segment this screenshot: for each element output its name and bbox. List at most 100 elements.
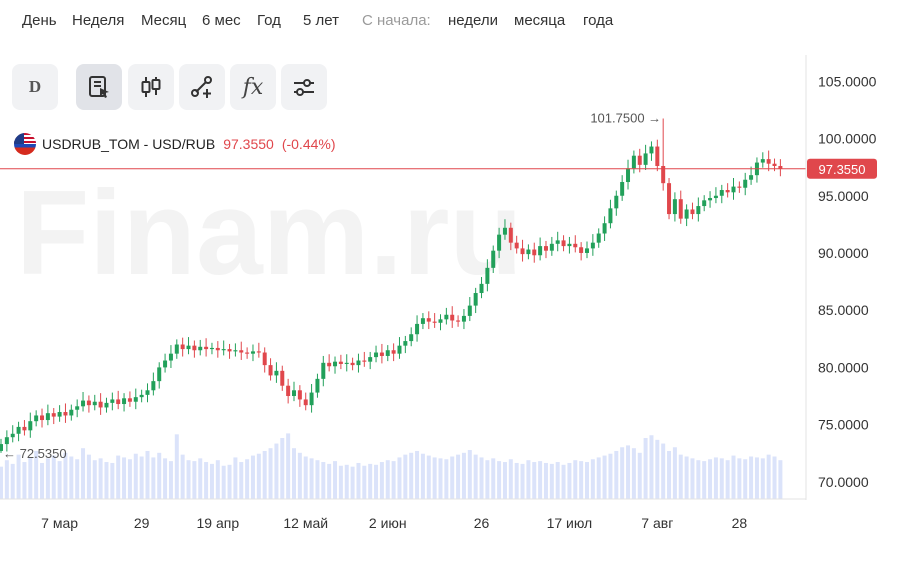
- candle: [702, 195, 707, 212]
- chart-type-button[interactable]: [128, 64, 174, 110]
- volume-bar: [104, 462, 109, 499]
- candle: [415, 315, 420, 342]
- candle-body: [567, 243, 572, 247]
- interval-button[interactable]: D: [12, 64, 58, 110]
- candle: [614, 190, 619, 216]
- volume-bar: [473, 454, 478, 499]
- candle-body: [4, 437, 9, 445]
- candle: [667, 178, 672, 220]
- candle: [292, 381, 296, 402]
- candle: [309, 383, 314, 413]
- candle: [514, 235, 519, 254]
- candle-body: [57, 412, 62, 417]
- candle: [491, 245, 496, 273]
- candle-body: [678, 199, 683, 219]
- volume-bar: [221, 465, 226, 499]
- candle-body: [391, 350, 396, 354]
- period-year[interactable]: Год: [257, 12, 281, 29]
- candle-body: [309, 392, 314, 406]
- candle-body: [473, 293, 478, 306]
- volume-bar: [262, 450, 267, 499]
- last-price-badge: 97.3550: [807, 158, 877, 179]
- volume-bar: [778, 460, 783, 499]
- since-month[interactable]: месяца: [514, 12, 566, 29]
- volume-bar: [286, 433, 291, 499]
- candle: [649, 141, 654, 161]
- candle-body: [327, 362, 332, 367]
- candle-body: [514, 242, 519, 249]
- period-6-months[interactable]: 6 мес: [202, 12, 241, 29]
- volume-bar: [98, 458, 103, 499]
- symbol-name[interactable]: USDRUB_TOM - USD/RUB: [42, 136, 216, 152]
- volume-bar: [626, 445, 631, 499]
- drawings-button[interactable]: [76, 64, 122, 110]
- volume-bar: [163, 458, 168, 499]
- period-week[interactable]: Неделя: [72, 12, 125, 29]
- candle: [450, 306, 455, 328]
- volume-bar: [34, 450, 39, 499]
- volume-bar: [555, 462, 560, 499]
- candle: [221, 340, 226, 356]
- volume-bar: [643, 438, 648, 499]
- price-tick-label: 75.0000: [818, 417, 869, 433]
- volume-bar: [333, 461, 338, 499]
- volume-bar: [579, 461, 584, 499]
- candle: [397, 337, 402, 359]
- candle-body: [479, 283, 484, 294]
- candle-body: [631, 155, 636, 169]
- candle-body: [262, 352, 267, 366]
- volume-bar: [28, 457, 33, 499]
- volume-bar: [315, 460, 320, 499]
- volume-bar: [772, 456, 777, 499]
- indicators-button[interactable]: fx: [230, 64, 276, 110]
- add-drawing-button[interactable]: [179, 64, 225, 110]
- candle: [338, 354, 343, 370]
- since-year[interactable]: года: [583, 12, 614, 29]
- candle-body: [626, 168, 631, 183]
- candle-body: [502, 227, 507, 235]
- volume-bar: [233, 457, 238, 499]
- candle: [438, 314, 443, 331]
- candle-body: [426, 318, 431, 322]
- candle: [81, 392, 86, 412]
- volume-bar: [69, 456, 74, 499]
- candle: [350, 357, 355, 371]
- candlestick-icon: [141, 77, 161, 97]
- candle-body: [725, 190, 730, 193]
- watermark: Finam.ru: [16, 166, 523, 300]
- time-tick-label: 29: [134, 515, 150, 531]
- candle: [754, 157, 759, 183]
- period-day[interactable]: День: [22, 12, 57, 29]
- settings-sliders-icon: [294, 79, 314, 96]
- volume-bar: [268, 448, 273, 499]
- volume-bar: [303, 456, 308, 499]
- volume-bar: [702, 461, 707, 499]
- candle: [51, 408, 56, 425]
- volume-bar: [543, 462, 548, 499]
- period-5-years[interactable]: 5 лет: [303, 12, 339, 29]
- candle-body: [708, 198, 713, 201]
- candle-body: [215, 347, 220, 351]
- candle-body: [485, 267, 490, 284]
- volume-bar: [661, 443, 666, 499]
- candle-body: [338, 361, 343, 364]
- volume-bar: [655, 439, 660, 499]
- volume-bar: [250, 455, 255, 499]
- candle-body: [40, 415, 45, 421]
- candle-body: [655, 146, 660, 166]
- candle: [356, 353, 361, 373]
- period-month[interactable]: Месяц: [141, 12, 187, 29]
- candle-body: [303, 399, 308, 406]
- candle-body: [743, 179, 748, 188]
- volume-bar: [344, 464, 349, 499]
- price-tick-label: 70.0000: [818, 474, 869, 490]
- period-bar: День Неделя Месяц 6 мес Год 5 лет С нача…: [0, 0, 900, 44]
- volume-bar: [75, 459, 80, 499]
- since-week[interactable]: недели: [448, 12, 499, 29]
- candle: [262, 347, 267, 373]
- settings-button[interactable]: [281, 64, 327, 110]
- time-tick-label: 12 май: [283, 515, 328, 531]
- volume-bar: [274, 443, 279, 499]
- volume-bar: [444, 459, 449, 499]
